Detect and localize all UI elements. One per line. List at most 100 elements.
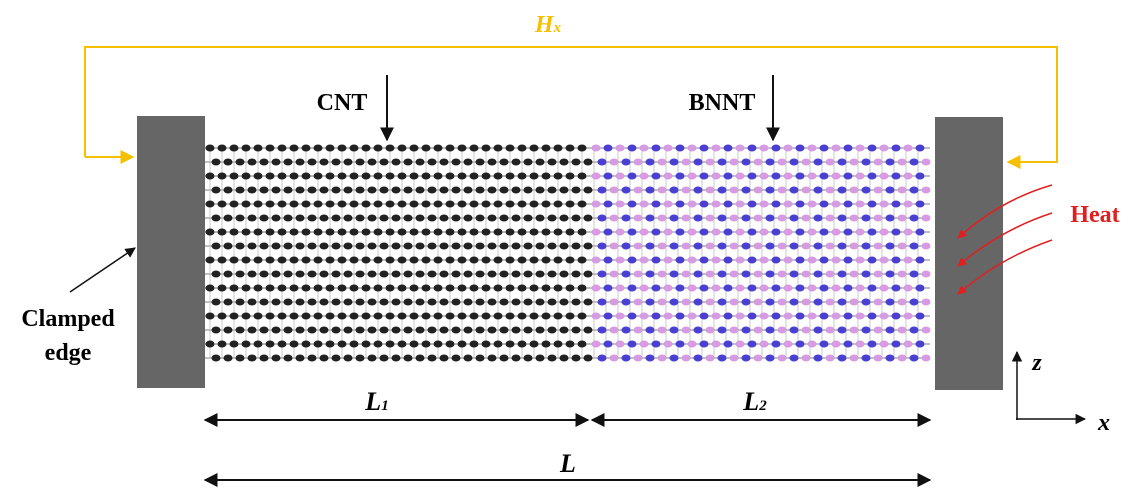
carbon-atom bbox=[355, 158, 365, 166]
boron-atom bbox=[609, 326, 619, 334]
boron-atom bbox=[759, 284, 769, 292]
boron-atom bbox=[921, 270, 931, 278]
boron-atom bbox=[897, 354, 907, 362]
carbon-atom bbox=[529, 284, 539, 292]
boron-atom bbox=[825, 186, 835, 194]
carbon-atom bbox=[349, 284, 359, 292]
boron-atom bbox=[855, 200, 865, 208]
carbon-atom bbox=[235, 242, 245, 250]
nitrogen-atom bbox=[741, 354, 751, 362]
carbon-atom bbox=[259, 214, 269, 222]
carbon-atom bbox=[397, 172, 407, 180]
carbon-atom bbox=[553, 284, 563, 292]
carbon-atom bbox=[235, 326, 245, 334]
cnt-label: CNT bbox=[317, 90, 368, 116]
left-clamp bbox=[137, 116, 205, 388]
nitrogen-atom bbox=[675, 256, 685, 264]
boron-atom bbox=[591, 340, 601, 348]
carbon-atom bbox=[361, 256, 371, 264]
carbon-atom bbox=[295, 270, 305, 278]
carbon-atom bbox=[433, 256, 443, 264]
carbon-atom bbox=[211, 298, 221, 306]
nitrogen-atom bbox=[747, 312, 757, 320]
nitrogen-atom bbox=[669, 214, 679, 222]
carbon-atom bbox=[349, 144, 359, 152]
nitrogen-atom bbox=[627, 256, 637, 264]
boron-atom bbox=[879, 228, 889, 236]
nitrogen-atom bbox=[915, 340, 925, 348]
carbon-atom bbox=[535, 186, 545, 194]
boron-atom bbox=[633, 186, 643, 194]
nitrogen-atom bbox=[867, 144, 877, 152]
carbon-atom bbox=[565, 284, 575, 292]
carbon-atom bbox=[247, 158, 257, 166]
boron-atom bbox=[591, 228, 601, 236]
carbon-atom bbox=[313, 256, 323, 264]
boron-atom bbox=[735, 144, 745, 152]
carbon-atom bbox=[433, 172, 443, 180]
boron-atom bbox=[807, 172, 817, 180]
carbon-atom bbox=[499, 242, 509, 250]
carbon-atom bbox=[457, 172, 467, 180]
carbon-atom bbox=[349, 172, 359, 180]
nitrogen-atom bbox=[771, 228, 781, 236]
boron-atom bbox=[663, 144, 673, 152]
nitrogen-atom bbox=[723, 284, 733, 292]
boron-atom bbox=[729, 270, 739, 278]
nitrogen-atom bbox=[867, 228, 877, 236]
boron-atom bbox=[855, 228, 865, 236]
carbon-atom bbox=[541, 256, 551, 264]
carbon-atom bbox=[265, 144, 275, 152]
boron-atom bbox=[897, 158, 907, 166]
boron-atom bbox=[873, 270, 883, 278]
carbon-atom bbox=[427, 186, 437, 194]
nitrogen-atom bbox=[771, 172, 781, 180]
boron-atom bbox=[615, 228, 625, 236]
carbon-atom bbox=[343, 186, 353, 194]
nitrogen-atom bbox=[723, 228, 733, 236]
carbon-atom bbox=[553, 228, 563, 236]
nitrogen-atom bbox=[693, 354, 703, 362]
nitrogen-atom bbox=[795, 200, 805, 208]
carbon-atom bbox=[295, 354, 305, 362]
boron-atom bbox=[705, 158, 715, 166]
carbon-atom bbox=[583, 270, 593, 278]
boron-atom bbox=[825, 354, 835, 362]
carbon-atom bbox=[397, 256, 407, 264]
carbon-atom bbox=[403, 354, 413, 362]
carbon-atom bbox=[409, 340, 419, 348]
boron-atom bbox=[831, 284, 841, 292]
carbon-atom bbox=[553, 312, 563, 320]
carbon-atom bbox=[523, 242, 533, 250]
nitrogen-atom bbox=[717, 354, 727, 362]
boron-atom bbox=[639, 172, 649, 180]
carbon-atom bbox=[271, 354, 281, 362]
boron-atom bbox=[729, 214, 739, 222]
carbon-atom bbox=[463, 354, 473, 362]
carbon-atom bbox=[391, 158, 401, 166]
carbon-atom bbox=[235, 158, 245, 166]
boron-atom bbox=[873, 158, 883, 166]
boron-atom bbox=[753, 270, 763, 278]
carbon-atom bbox=[421, 256, 431, 264]
nitrogen-atom bbox=[813, 242, 823, 250]
carbon-atom bbox=[577, 228, 587, 236]
carbon-atom bbox=[487, 158, 497, 166]
boron-atom bbox=[687, 228, 697, 236]
carbon-atom bbox=[343, 242, 353, 250]
nitrogen-atom bbox=[795, 284, 805, 292]
carbon-atom bbox=[385, 312, 395, 320]
carbon-atom bbox=[349, 200, 359, 208]
boron-atom bbox=[591, 144, 601, 152]
carbon-atom bbox=[211, 326, 221, 334]
l2-label: L2 bbox=[742, 387, 767, 416]
carbon-atom bbox=[493, 144, 503, 152]
boron-atom bbox=[921, 214, 931, 222]
nitrogen-atom bbox=[837, 270, 847, 278]
nitrogen-atom bbox=[669, 298, 679, 306]
nitrogen-atom bbox=[789, 354, 799, 362]
carbon-atom bbox=[487, 214, 497, 222]
carbon-atom bbox=[397, 340, 407, 348]
nitrogen-atom bbox=[603, 228, 613, 236]
carbon-atom bbox=[547, 158, 557, 166]
